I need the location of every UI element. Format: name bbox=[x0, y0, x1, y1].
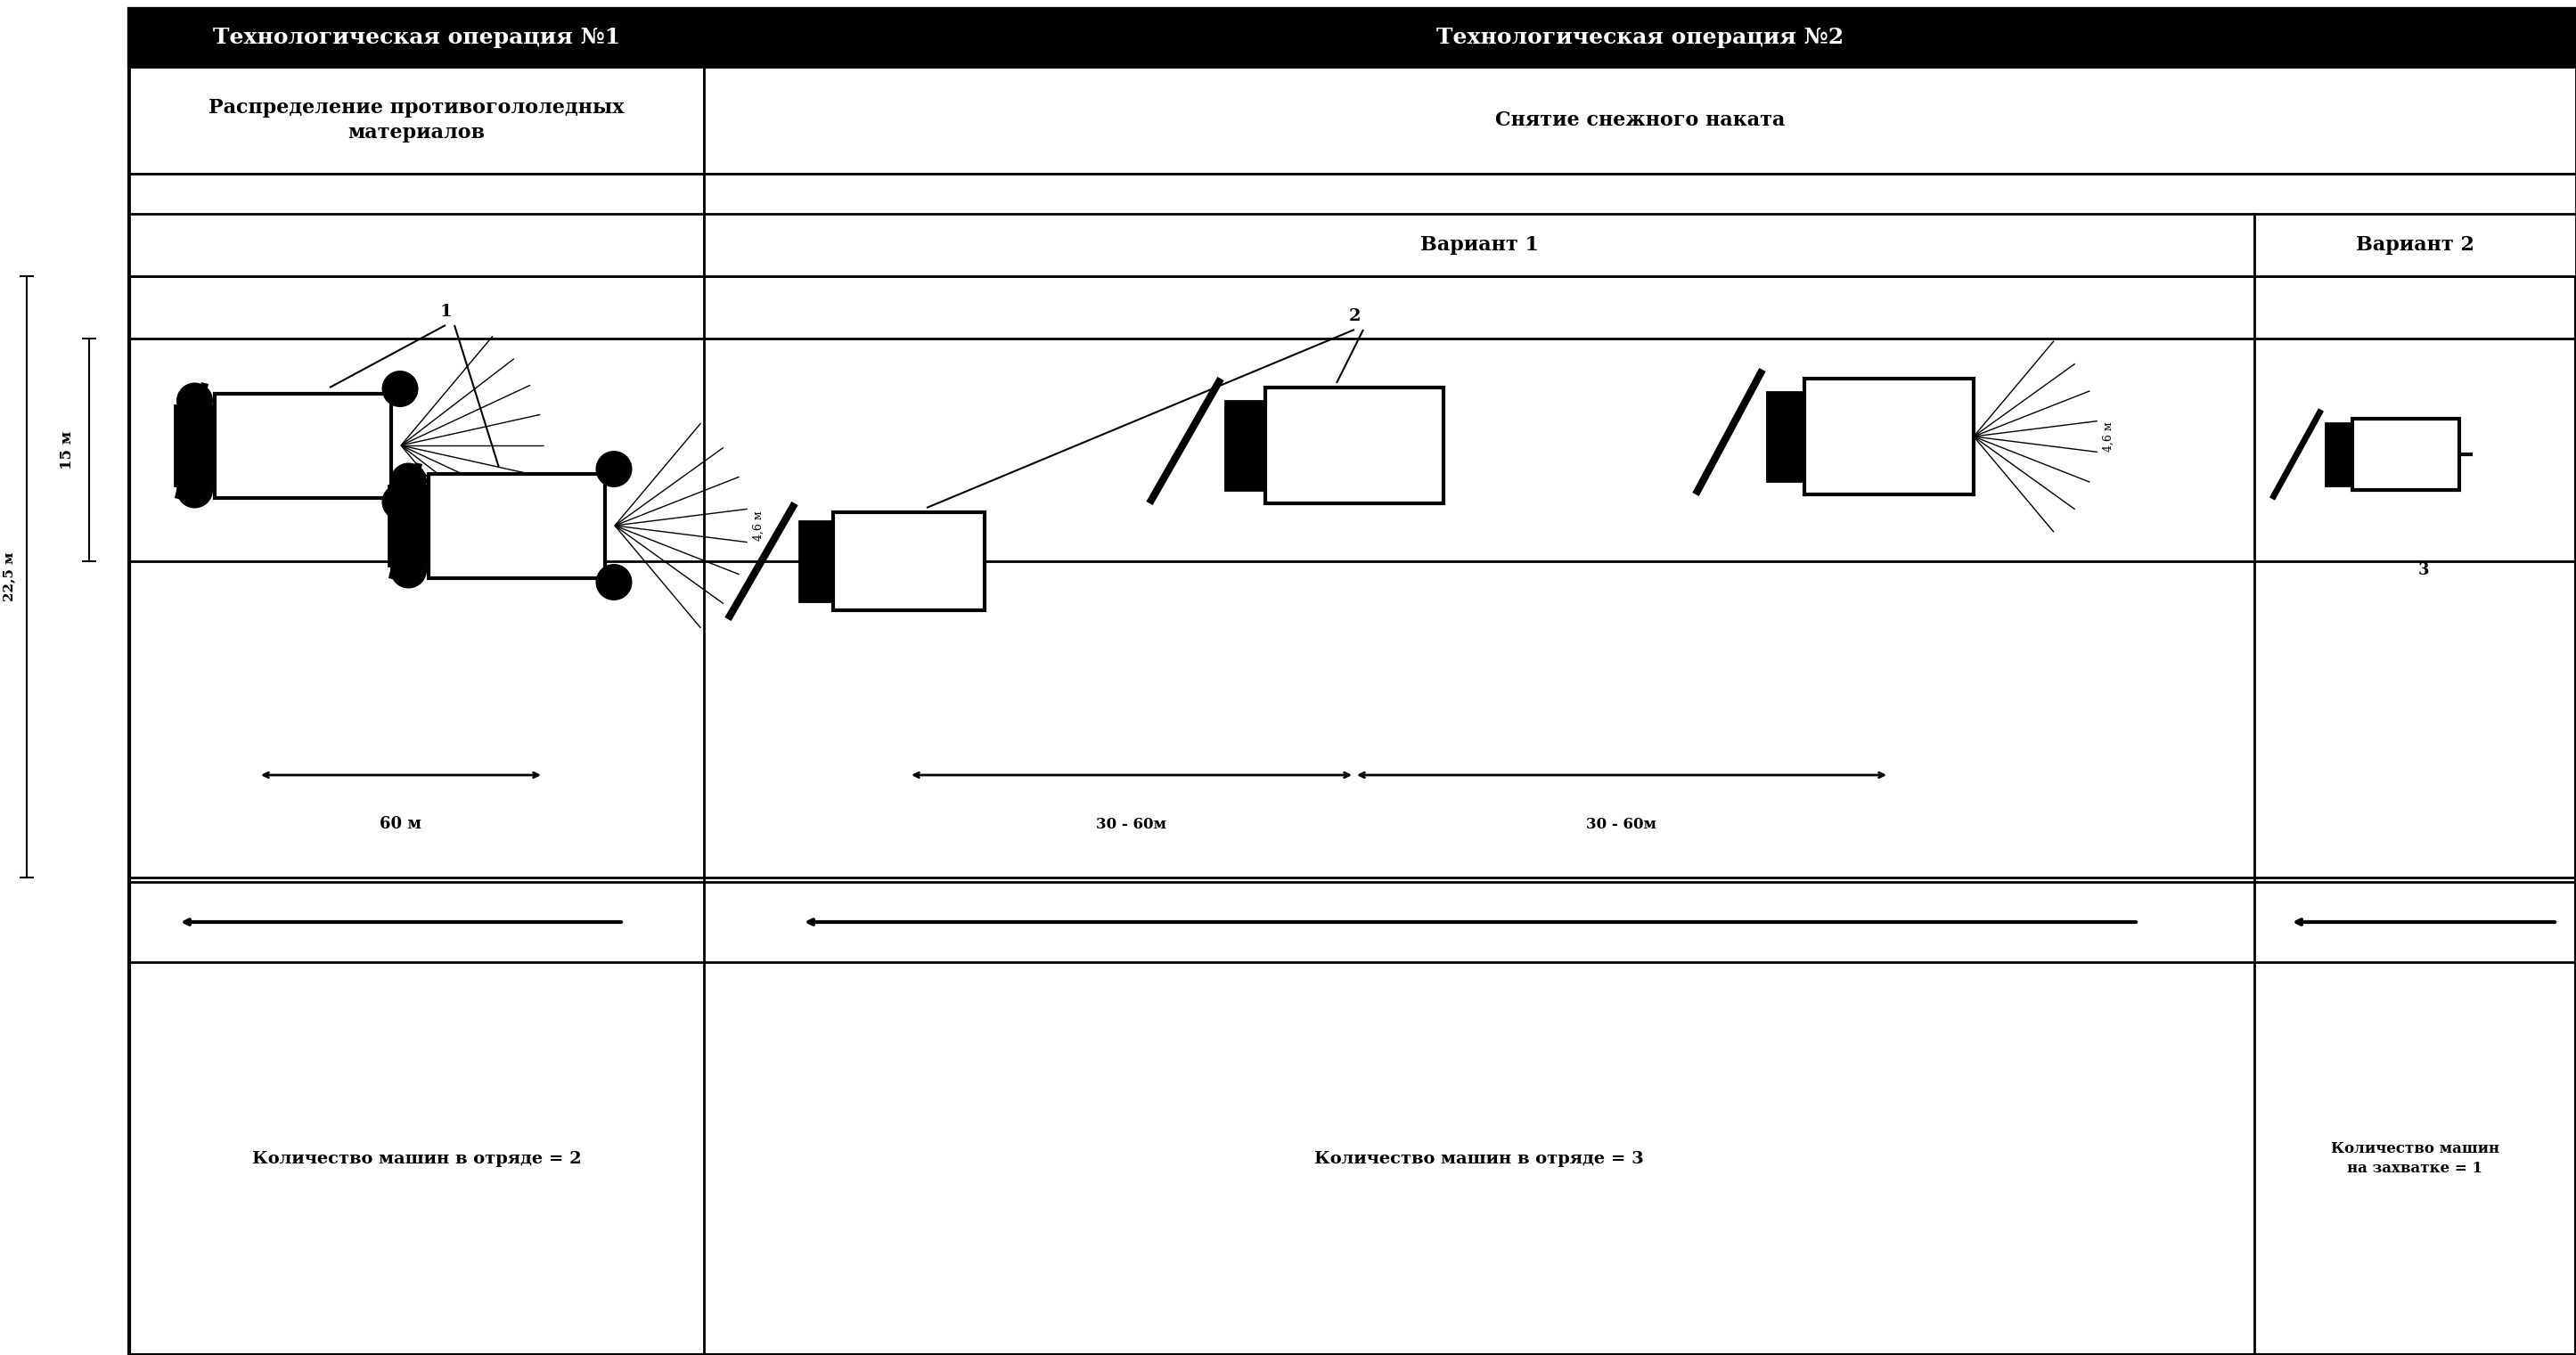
Text: Количество машин в отряде = 2: Количество машин в отряде = 2 bbox=[252, 1150, 582, 1167]
Text: 30 - 60м: 30 - 60м bbox=[1587, 817, 1656, 832]
Bar bbox=[2254, 214, 2576, 276]
Circle shape bbox=[381, 484, 417, 519]
Bar bbox=[214, 393, 392, 497]
Bar bbox=[129, 173, 703, 276]
Bar bbox=[1265, 388, 1443, 503]
Bar bbox=[1226, 401, 1265, 491]
Bar bbox=[703, 214, 2254, 276]
Circle shape bbox=[178, 473, 211, 508]
Text: 1: 1 bbox=[440, 304, 451, 320]
Text: 3: 3 bbox=[2419, 562, 2429, 579]
Bar bbox=[1803, 378, 1973, 495]
Text: Вариант 1: Вариант 1 bbox=[1419, 236, 1538, 255]
Text: 22,5 м: 22,5 м bbox=[3, 553, 15, 602]
Bar bbox=[428, 473, 605, 577]
Text: 30 - 60м: 30 - 60м bbox=[1097, 817, 1167, 832]
Circle shape bbox=[392, 553, 425, 588]
Bar bbox=[1767, 392, 1803, 481]
Text: Количество машин в отряде = 3: Количество машин в отряде = 3 bbox=[1314, 1150, 1643, 1167]
Bar bbox=[2352, 419, 2460, 491]
Text: 2: 2 bbox=[1347, 308, 1360, 324]
Text: Распределение противогололедных
материалов: Распределение противогололедных материал… bbox=[209, 98, 623, 142]
Text: 4,6 м: 4,6 м bbox=[2102, 421, 2115, 451]
Text: 4,6 м: 4,6 м bbox=[752, 511, 765, 541]
Text: Количество машин
на захватке = 1: Количество машин на захватке = 1 bbox=[2331, 1141, 2499, 1176]
Text: 60 м: 60 м bbox=[381, 816, 422, 832]
Text: Технологическая операция №1: Технологическая операция №1 bbox=[214, 27, 621, 49]
Text: Вариант 2: Вариант 2 bbox=[2357, 236, 2476, 255]
Bar bbox=[799, 522, 832, 602]
Circle shape bbox=[595, 451, 631, 486]
Bar bbox=[2326, 423, 2352, 485]
Circle shape bbox=[381, 371, 417, 406]
Bar bbox=[129, 66, 703, 173]
Bar bbox=[129, 214, 703, 276]
Circle shape bbox=[178, 383, 211, 419]
Circle shape bbox=[392, 463, 425, 499]
Bar bbox=[389, 485, 428, 565]
Text: Технологическая операция №2: Технологическая операция №2 bbox=[1437, 27, 1844, 49]
Bar bbox=[175, 405, 214, 485]
Bar bbox=[703, 173, 2576, 276]
Circle shape bbox=[595, 565, 631, 600]
Bar bbox=[832, 512, 984, 610]
Bar bbox=[129, 9, 2576, 66]
Text: Снятие снежного наката: Снятие снежного наката bbox=[1494, 111, 1785, 130]
Text: 15 м: 15 м bbox=[59, 431, 75, 469]
Bar bbox=[703, 66, 2576, 173]
